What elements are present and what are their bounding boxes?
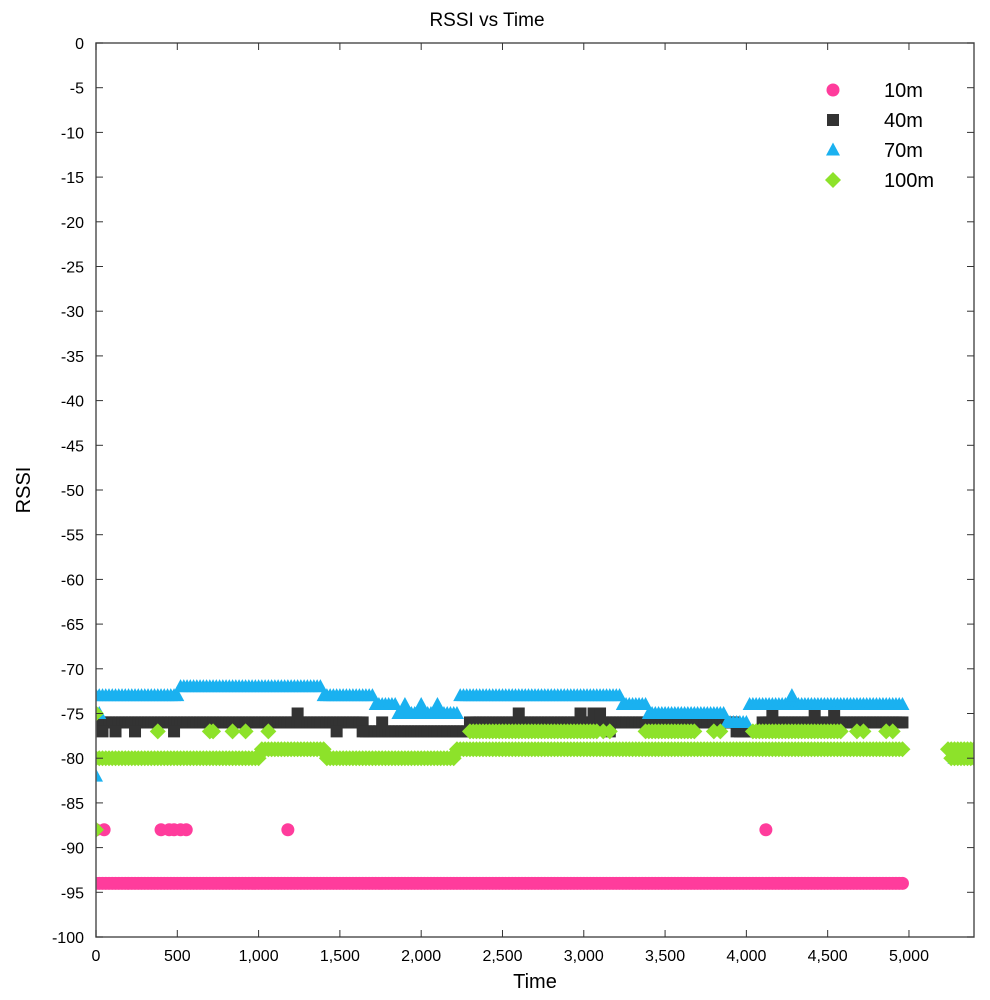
legend-marker-100m — [825, 172, 841, 188]
data-point-70m — [784, 688, 799, 702]
data-point-40m — [766, 707, 779, 720]
data-point-70m — [170, 688, 185, 702]
data-point-100m — [149, 723, 166, 740]
y-tick-label: -10 — [61, 125, 84, 142]
data-point-100m — [884, 723, 901, 740]
data-point-70m — [414, 697, 429, 711]
y-tick-label: -85 — [61, 796, 84, 813]
data-point-70m — [430, 697, 445, 711]
legend-marker-40m — [827, 114, 839, 126]
y-tick-label: -25 — [61, 260, 84, 277]
y-tick-label: -70 — [61, 662, 84, 679]
series-10m — [96, 823, 909, 890]
x-tick-label: 2,500 — [482, 948, 522, 965]
data-point-100m — [601, 723, 618, 740]
y-tick-label: -30 — [61, 304, 84, 321]
data-point-40m — [96, 725, 109, 738]
data-point-100m — [205, 723, 222, 740]
data-point-70m — [449, 706, 464, 719]
series-70m — [96, 679, 972, 782]
data-point-100m — [224, 723, 241, 740]
y-tick-label: -60 — [61, 572, 84, 589]
legend-label-10m: 10m — [884, 80, 923, 102]
data-point-40m — [330, 725, 343, 738]
data-point-40m — [376, 716, 389, 729]
series-100m — [96, 705, 974, 838]
data-point-100m — [260, 723, 277, 740]
x-tick-label: 5,000 — [889, 948, 929, 965]
data-point-70m — [739, 714, 754, 728]
data-point-40m — [512, 707, 525, 720]
data-point-100m — [686, 723, 703, 740]
legend-marker-70m — [826, 142, 840, 156]
x-axis-label: Time — [513, 971, 557, 993]
plot-frame — [95, 42, 975, 938]
data-point-100m — [237, 723, 254, 740]
data-point-10m — [281, 823, 295, 837]
x-tick-label: 3,000 — [564, 948, 604, 965]
data-point-70m — [96, 768, 103, 782]
y-tick-label: -100 — [52, 930, 84, 947]
x-tick-label: 500 — [164, 948, 191, 965]
data-point-100m — [894, 741, 911, 758]
data-point-40m — [168, 725, 181, 738]
legend-label-40m: 40m — [884, 110, 923, 132]
legend-marker-10m — [826, 83, 840, 97]
legend: 10m 40m 70m 100m — [825, 80, 934, 192]
x-tick-label: 2,000 — [401, 948, 441, 965]
y-tick-label: -40 — [61, 394, 84, 411]
x-tick-label: 3,500 — [645, 948, 685, 965]
y-tick-label: -55 — [61, 528, 84, 545]
data-point-100m — [96, 821, 104, 838]
x-tick-label: 0 — [92, 948, 101, 965]
data-point-40m — [808, 707, 821, 720]
data-point-100m — [855, 723, 872, 740]
y-tick-label: 0 — [75, 36, 84, 53]
x-tick-label: 1,500 — [320, 948, 360, 965]
chart-title: RSSI vs Time — [429, 10, 544, 31]
y-tick-label: -5 — [70, 81, 84, 98]
plot-area — [96, 679, 974, 890]
data-point-40m — [129, 725, 142, 738]
data-point-10m — [759, 823, 773, 837]
data-point-10m — [97, 823, 111, 837]
data-point-40m — [828, 707, 841, 720]
x-tick-label: 1,000 — [239, 948, 279, 965]
y-tick-label: -20 — [61, 215, 84, 232]
y-tick-label: -65 — [61, 617, 84, 634]
data-point-10m — [895, 876, 909, 890]
data-point-10m — [179, 823, 193, 837]
y-tick-label: -35 — [61, 349, 84, 366]
y-axis-label: RSSI — [13, 467, 35, 514]
y-tick-label: -15 — [61, 170, 84, 187]
legend-label-100m: 100m — [884, 170, 934, 192]
data-point-40m — [574, 707, 587, 720]
data-point-40m — [109, 725, 122, 738]
y-tick-label: -95 — [61, 885, 84, 902]
data-point-40m — [896, 716, 909, 729]
data-point-40m — [594, 707, 607, 720]
y-tick-label: -50 — [61, 483, 84, 500]
legend-label-70m: 70m — [884, 140, 923, 162]
y-tick-label: -90 — [61, 841, 84, 858]
y-tick-label: -80 — [61, 751, 84, 768]
y-tick-label: -75 — [61, 707, 84, 724]
data-point-100m — [832, 723, 849, 740]
y-tick-label: -45 — [61, 438, 84, 455]
data-point-40m — [291, 707, 304, 720]
data-point-100m — [712, 723, 729, 740]
axis-ticks: 0 500 1,000 1,500 2,000 2,500 3,000 3,500 4,000 4… — [52, 36, 974, 965]
x-tick-label: 4,500 — [808, 948, 848, 965]
data-point-70m — [397, 697, 412, 711]
data-point-70m — [895, 697, 910, 711]
data-point-40m — [356, 725, 369, 738]
x-tick-label: 4,000 — [726, 948, 766, 965]
